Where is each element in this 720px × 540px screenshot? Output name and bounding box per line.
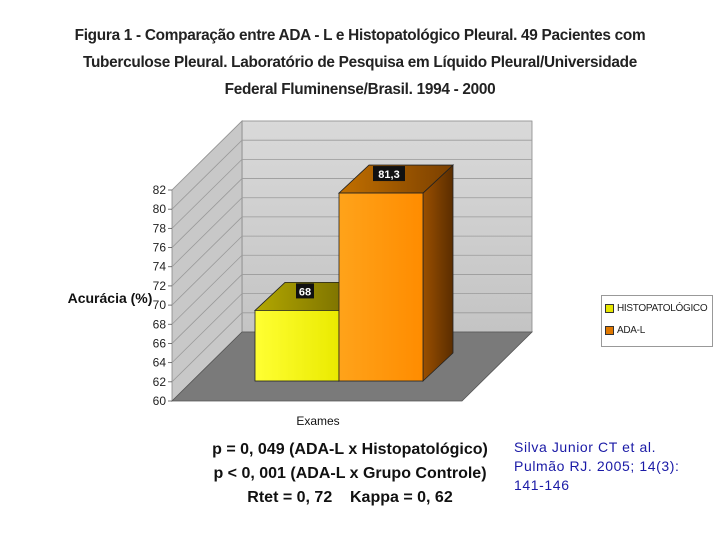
y-tick-label: 62: [153, 375, 167, 389]
citation-line: 141-146: [514, 477, 570, 493]
stat-line: p < 0, 001 (ADA-L x Grupo Controle): [213, 465, 487, 482]
chart-legend: HISTOPATOLÓGICO ADA-L: [601, 295, 713, 347]
data-label: 81,3: [378, 169, 399, 181]
data-label: 68: [299, 286, 311, 298]
statistics-block: p = 0, 049 (ADA-L x Histopatológico) p <…: [180, 438, 520, 510]
citation-line: Pulmão RJ. 2005; 14(3):: [514, 458, 680, 474]
grid-line: [171, 120, 532, 191]
citation: Silva Junior CT et al. Pulmão RJ. 2005; …: [514, 438, 714, 495]
x-axis-label: Exames: [296, 414, 339, 428]
legend-swatch-orange: [605, 325, 614, 335]
grid-line: [171, 158, 532, 229]
bar-front-face: [254, 310, 340, 382]
bar-side-face: [422, 164, 454, 382]
data-label-bg: [373, 166, 405, 182]
y-tick-label: 60: [153, 394, 167, 408]
bar-front-face: [338, 192, 424, 382]
y-tick-label: 76: [153, 241, 167, 255]
y-tick-label: 68: [153, 317, 167, 331]
y-tick-label: 82: [153, 183, 167, 197]
stat-line: p = 0, 049 (ADA-L x Histopatológico): [212, 441, 488, 458]
y-tick-label: 64: [153, 356, 167, 370]
y-axis-label: Acurácia (%): [68, 290, 153, 306]
legend-item-ada-l: ADA-L: [605, 322, 645, 338]
legend-label: HISTOPATOLÓGICO: [617, 302, 708, 314]
y-tick-label: 80: [153, 202, 167, 216]
citation-line: Silva Junior CT et al.: [514, 439, 657, 455]
bar-ada-l: 81,3: [337, 164, 455, 382]
data-label-bg: [296, 283, 314, 299]
legend-label: ADA-L: [617, 324, 645, 336]
y-tick-label: 74: [153, 260, 167, 274]
legend-item-histopatologico: HISTOPATOLÓGICO: [605, 300, 708, 316]
legend-swatch-yellow: [605, 303, 614, 313]
y-tick-label: 70: [153, 298, 167, 312]
figure-title: Figura 1 - Comparação entre ADA - L e Hi…: [74, 27, 646, 98]
y-tick-label: 66: [153, 336, 167, 350]
grid-line: [171, 139, 532, 210]
y-tick-label: 78: [153, 221, 167, 235]
y-tick-label: 72: [153, 279, 167, 293]
stat-line: Rtet = 0, 72 Kappa = 0, 62: [247, 489, 453, 506]
